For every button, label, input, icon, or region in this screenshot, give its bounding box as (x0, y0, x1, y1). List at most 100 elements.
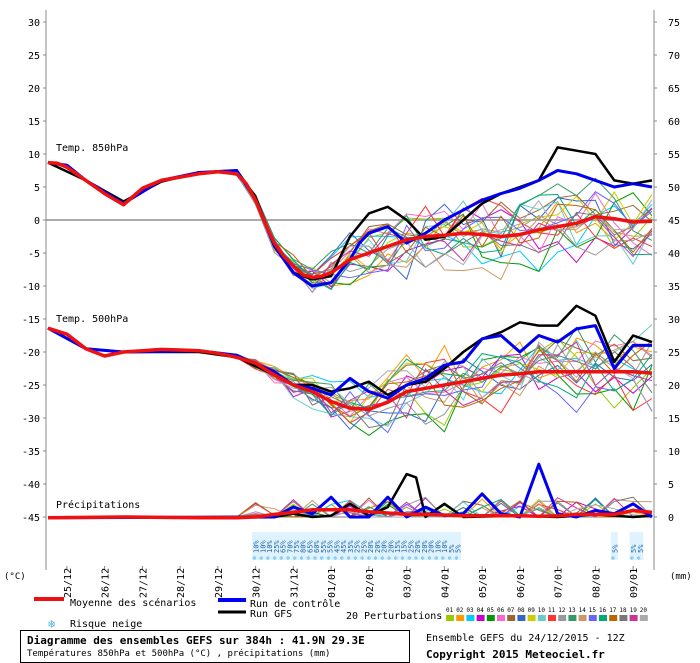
snow-risk-cell (454, 532, 462, 560)
snow-risk-cell (272, 532, 280, 560)
main-lines (47, 146, 653, 520)
plot-area (46, 10, 654, 570)
legend-mean-label: Moyenne des scénarios (70, 597, 196, 609)
legend-perturbation-swatch (507, 615, 516, 621)
x-tick-label: 31/12 (289, 568, 300, 598)
axes: (°C) (mm) (4, 10, 692, 582)
snow-risk-cell (339, 532, 347, 560)
legend-perturbation-id: 11 (548, 607, 556, 614)
snow-risk-pct: 25% (360, 540, 368, 553)
snow-risk-pct: 10% (441, 540, 449, 553)
right-tick-label: 55 (668, 150, 680, 161)
snow-risk-pct: 20% (381, 540, 389, 553)
snow-cell-icon: ❄ (280, 555, 284, 562)
snow-risk-cell (346, 532, 354, 560)
snow-cell-icon: ❄ (340, 555, 344, 562)
right-tick-label: 35 (668, 282, 680, 293)
footer-copyright: Copyright 2015 Meteociel.fr (426, 648, 605, 661)
x-tick-label: 07/01 (554, 568, 565, 598)
legend-perturbation-id: 16 (599, 607, 607, 614)
legend-gfs-label: Run GFS (250, 609, 292, 620)
legend-perturbation-swatch (558, 615, 567, 621)
snow-cell-icon: ❄ (394, 555, 398, 562)
legend-perturbation-swatch (456, 615, 465, 621)
x-tick-label: 28/12 (176, 568, 187, 598)
snow-risk-pct: 5% (455, 544, 463, 553)
snow-risk-cell (319, 532, 327, 560)
left-axis-unit: (°C) (4, 572, 26, 582)
snow-risk-pct: 60% (313, 540, 321, 553)
snow-cell-icon: ❄ (354, 555, 358, 562)
snow-risk-cell (258, 532, 266, 560)
snow-cell-icon: ❄ (347, 555, 351, 562)
legend-perturbation-id: 09 (528, 607, 536, 614)
snow-cell-icon: ❄ (448, 555, 452, 562)
snow-risk-pct: 15% (394, 540, 402, 553)
right-tick-label: 0 (668, 513, 674, 524)
snow-risk-pct: 5% (448, 544, 456, 553)
legend-perturbation-id: 07 (507, 607, 515, 614)
left-tick-label: -30 (22, 414, 40, 425)
legend-perturbation-id: 15 (589, 607, 597, 614)
left-tick-label: -35 (22, 447, 40, 458)
legend-perturbation-swatch (527, 615, 536, 621)
x-tick-label: 25/12 (63, 568, 74, 598)
snow-risk-pct: 75% (293, 540, 301, 553)
legend-perturbation-id: 10 (538, 607, 546, 614)
x-tick-label: 05/01 (478, 568, 489, 598)
legend-perturbation-swatch (517, 615, 526, 621)
left-tick-label: -45 (22, 513, 40, 524)
snow-cell-icon: ❄ (407, 555, 411, 562)
legend-perturbation-swatch (568, 615, 577, 621)
snow-risk-cell (406, 532, 414, 560)
snow-cell-icon: ❄ (611, 555, 615, 562)
legend-perturbation-swatch (497, 615, 505, 621)
left-tick-label: 15 (28, 117, 40, 128)
x-tick-label: 08/01 (591, 568, 602, 598)
snow-cell-icon: ❄ (455, 555, 459, 562)
snow-risk-pct: 55% (320, 540, 328, 553)
footer: Diagramme des ensembles GEFS sur 384h : … (0, 628, 700, 663)
legend-perturbation-swatch (588, 615, 597, 621)
snow-risk-pct: 10% (434, 540, 442, 553)
snow-risk-cell (386, 532, 394, 560)
snow-risk-cell (447, 532, 455, 560)
snow-risk-pct: 45% (333, 540, 341, 553)
snow-risk-cell (636, 532, 644, 560)
snow-risk-pct: 20% (421, 540, 429, 553)
snow-cell-icon: ❄ (286, 555, 290, 562)
legend-perturbation-id: 06 (497, 607, 505, 614)
snow-risk-pct: 20% (414, 540, 422, 553)
snow-risk-cell (292, 532, 300, 560)
legend-perturbations-label: 20 Perturbations (346, 611, 442, 622)
snow-risk-pct: 25% (354, 540, 362, 553)
snow-risk-cell (413, 532, 421, 560)
legend-perturbation-id: 04 (477, 607, 485, 614)
legend-perturbation-swatch (578, 615, 587, 621)
legend-perturbation-swatch (599, 615, 607, 621)
snow-risk-cell (326, 532, 334, 560)
snow-cell-icon: ❄ (434, 555, 438, 562)
right-tick-label: 75 (668, 18, 680, 29)
right-tick-label: 15 (668, 414, 680, 425)
legend-perturbation-swatch (476, 615, 485, 621)
snow-cell-icon: ❄ (428, 555, 432, 562)
snow-risk-cell (380, 532, 388, 560)
snow-risk-pct: 20% (367, 540, 375, 553)
snow-risk-cell (610, 532, 618, 560)
snow-risk-cell (252, 532, 260, 560)
snow-risk-cell (393, 532, 401, 560)
left-tick-label: -40 (22, 480, 40, 491)
snow-cell-icon: ❄ (293, 555, 297, 562)
label-precip: Précipitations (56, 499, 140, 511)
legend-perturbation-id: 13 (568, 607, 576, 614)
snow-cell-icon: ❄ (401, 555, 405, 562)
tick-labels: 302520151050-5-10-15-20-25-30-35-40-4575… (22, 18, 680, 524)
legend-perturbation-swatch (486, 615, 495, 621)
right-tick-label: 50 (668, 183, 680, 194)
legend-perturbation-swatch (537, 615, 546, 621)
snow-risk-pct: 25% (407, 540, 415, 553)
snow-cell-icon: ❄ (374, 555, 378, 562)
snow-risk-pct: 15% (401, 540, 409, 553)
legend-perturbation-id: 20 (640, 607, 648, 614)
